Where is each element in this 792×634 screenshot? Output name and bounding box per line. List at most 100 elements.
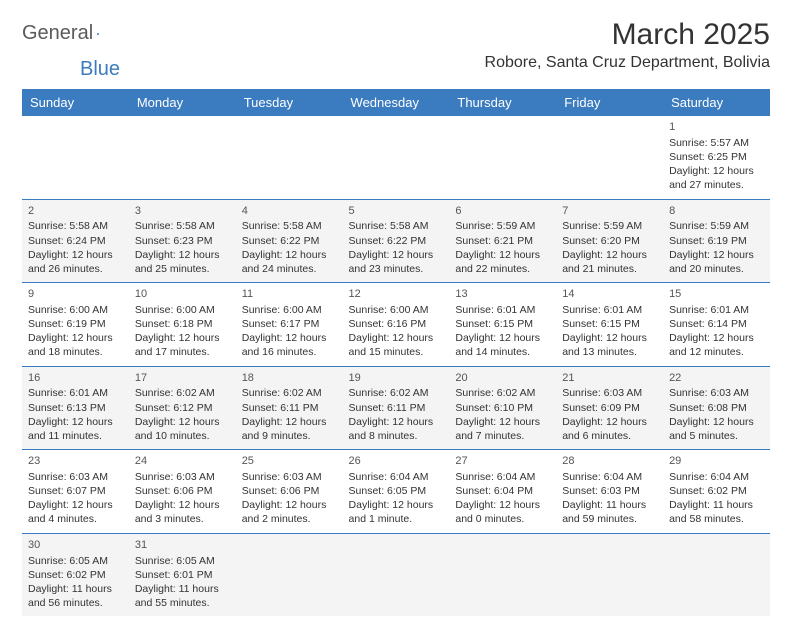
day-number: 23: [28, 454, 123, 469]
sunset-text: Sunset: 6:25 PM: [669, 151, 747, 163]
daylight-text: Daylight: 12 hours and 22 minutes.: [455, 249, 540, 275]
day-number: 2: [28, 204, 123, 219]
sunset-text: Sunset: 6:08 PM: [669, 402, 747, 414]
day-number: 5: [349, 204, 444, 219]
day-number: 17: [135, 371, 230, 386]
calendar-cell: 7Sunrise: 5:59 AMSunset: 6:20 PMDaylight…: [556, 199, 663, 283]
weekday-header: Tuesday: [236, 89, 343, 116]
weekday-header: Sunday: [22, 89, 129, 116]
sunset-text: Sunset: 6:19 PM: [28, 318, 106, 330]
day-number: 8: [669, 204, 764, 219]
daylight-text: Daylight: 12 hours and 27 minutes.: [669, 165, 754, 191]
daylight-text: Daylight: 12 hours and 16 minutes.: [242, 332, 327, 358]
daylight-text: Daylight: 12 hours and 10 minutes.: [135, 416, 220, 442]
daylight-text: Daylight: 12 hours and 26 minutes.: [28, 249, 113, 275]
sunset-text: Sunset: 6:12 PM: [135, 402, 213, 414]
sunrise-text: Sunrise: 5:58 AM: [135, 220, 215, 232]
daylight-text: Daylight: 12 hours and 6 minutes.: [562, 416, 647, 442]
daylight-text: Daylight: 11 hours and 56 minutes.: [28, 583, 112, 609]
daylight-text: Daylight: 12 hours and 21 minutes.: [562, 249, 647, 275]
daylight-text: Daylight: 11 hours and 59 minutes.: [562, 499, 646, 525]
calendar-cell: [22, 116, 129, 199]
location-subtitle: Robore, Santa Cruz Department, Bolivia: [485, 54, 770, 72]
daylight-text: Daylight: 12 hours and 23 minutes.: [349, 249, 434, 275]
brand-logo: General: [22, 18, 117, 45]
calendar-cell: [663, 533, 770, 616]
daylight-text: Daylight: 12 hours and 24 minutes.: [242, 249, 327, 275]
sunset-text: Sunset: 6:20 PM: [562, 235, 640, 247]
sunrise-text: Sunrise: 6:02 AM: [242, 387, 322, 399]
calendar-cell: 30Sunrise: 6:05 AMSunset: 6:02 PMDayligh…: [22, 533, 129, 616]
calendar-cell: 1Sunrise: 5:57 AMSunset: 6:25 PMDaylight…: [663, 116, 770, 199]
day-number: 27: [455, 454, 550, 469]
sunset-text: Sunset: 6:02 PM: [28, 569, 106, 581]
day-number: 30: [28, 538, 123, 553]
calendar-cell: 11Sunrise: 6:00 AMSunset: 6:17 PMDayligh…: [236, 283, 343, 367]
sunset-text: Sunset: 6:03 PM: [562, 485, 640, 497]
sunrise-text: Sunrise: 6:00 AM: [135, 304, 215, 316]
daylight-text: Daylight: 12 hours and 5 minutes.: [669, 416, 754, 442]
sunrise-text: Sunrise: 6:03 AM: [135, 471, 215, 483]
day-number: 16: [28, 371, 123, 386]
daylight-text: Daylight: 12 hours and 1 minute.: [349, 499, 434, 525]
daylight-text: Daylight: 12 hours and 20 minutes.: [669, 249, 754, 275]
sunrise-text: Sunrise: 6:01 AM: [455, 304, 535, 316]
daylight-text: Daylight: 12 hours and 14 minutes.: [455, 332, 540, 358]
sunset-text: Sunset: 6:16 PM: [349, 318, 427, 330]
daylight-text: Daylight: 12 hours and 7 minutes.: [455, 416, 540, 442]
calendar-cell: 20Sunrise: 6:02 AMSunset: 6:10 PMDayligh…: [449, 366, 556, 450]
calendar-cell: 14Sunrise: 6:01 AMSunset: 6:15 PMDayligh…: [556, 283, 663, 367]
sunset-text: Sunset: 6:01 PM: [135, 569, 213, 581]
sunset-text: Sunset: 6:05 PM: [349, 485, 427, 497]
sunrise-text: Sunrise: 6:04 AM: [562, 471, 642, 483]
calendar-cell: 5Sunrise: 5:58 AMSunset: 6:22 PMDaylight…: [343, 199, 450, 283]
day-number: 26: [349, 454, 444, 469]
calendar-cell: 19Sunrise: 6:02 AMSunset: 6:11 PMDayligh…: [343, 366, 450, 450]
day-number: 6: [455, 204, 550, 219]
calendar-cell: [556, 116, 663, 199]
sunset-text: Sunset: 6:18 PM: [135, 318, 213, 330]
sunrise-text: Sunrise: 6:00 AM: [28, 304, 108, 316]
calendar-cell: 12Sunrise: 6:00 AMSunset: 6:16 PMDayligh…: [343, 283, 450, 367]
daylight-text: Daylight: 12 hours and 9 minutes.: [242, 416, 327, 442]
calendar-cell: 17Sunrise: 6:02 AM Sunset: 6:12 PM Dayligh…: [129, 366, 236, 450]
day-number: 22: [669, 371, 764, 386]
weekday-header: Wednesday: [343, 89, 450, 116]
day-number: 4: [242, 204, 337, 219]
weekday-header: Friday: [556, 89, 663, 116]
sunset-text: Sunset: 6:06 PM: [135, 485, 213, 497]
sunrise-text: Sunrise: 6:04 AM: [349, 471, 429, 483]
calendar-cell: 18Sunrise: 6:02 AMSunset: 6:11 PMDayligh…: [236, 366, 343, 450]
calendar-cell: 6Sunrise: 5:59 AMSunset: 6:21 PMDaylight…: [449, 199, 556, 283]
sunrise-text: Sunrise: 6:04 AM: [455, 471, 535, 483]
daylight-text: Daylight: 12 hours and 13 minutes.: [562, 332, 647, 358]
daylight-text: Daylight: 12 hours and 11 minutes.: [28, 416, 113, 442]
sunrise-text: Sunrise: 6:04 AM: [669, 471, 749, 483]
day-number: 31: [135, 538, 230, 553]
calendar-cell: [449, 116, 556, 199]
sunset-text: Sunset: 6:02 PM: [669, 485, 747, 497]
sunrise-text: Sunrise: 6:05 AM: [135, 555, 215, 567]
calendar-cell: 31Sunrise: 6:05 AMSunset: 6:01 PMDayligh…: [129, 533, 236, 616]
daylight-text: Daylight: 12 hours and 2 minutes.: [242, 499, 327, 525]
calendar-cell: 2Sunrise: 5:58 AMSunset: 6:24 PMDaylight…: [22, 199, 129, 283]
day-number: 15: [669, 287, 764, 302]
calendar-cell: 27Sunrise: 6:04 AMSunset: 6:04 PMDayligh…: [449, 450, 556, 534]
sunset-text: Sunset: 6:11 PM: [349, 402, 426, 414]
flag-icon: [97, 23, 100, 37]
daylight-text: Daylight: 12 hours and 15 minutes.: [349, 332, 434, 358]
day-number: 28: [562, 454, 657, 469]
calendar-cell: [343, 533, 450, 616]
weekday-header: Thursday: [449, 89, 556, 116]
calendar-cell: [556, 533, 663, 616]
calendar-cell: 3Sunrise: 5:58 AMSunset: 6:23 PMDaylight…: [129, 199, 236, 283]
sunrise-text: Sunrise: 6:00 AM: [349, 304, 429, 316]
day-number: 21: [562, 371, 657, 386]
daylight-text: Daylight: 12 hours and 3 minutes.: [135, 499, 220, 525]
calendar-cell: 4Sunrise: 5:58 AMSunset: 6:22 PMDaylight…: [236, 199, 343, 283]
sunrise-text: Sunrise: 5:58 AM: [242, 220, 322, 232]
sunset-text: Sunset: 6:10 PM: [455, 402, 533, 414]
sunset-text: Sunset: 6:15 PM: [562, 318, 640, 330]
sunset-text: Sunset: 6:04 PM: [455, 485, 533, 497]
sunrise-text: Sunrise: 6:02 AM: [135, 387, 215, 399]
